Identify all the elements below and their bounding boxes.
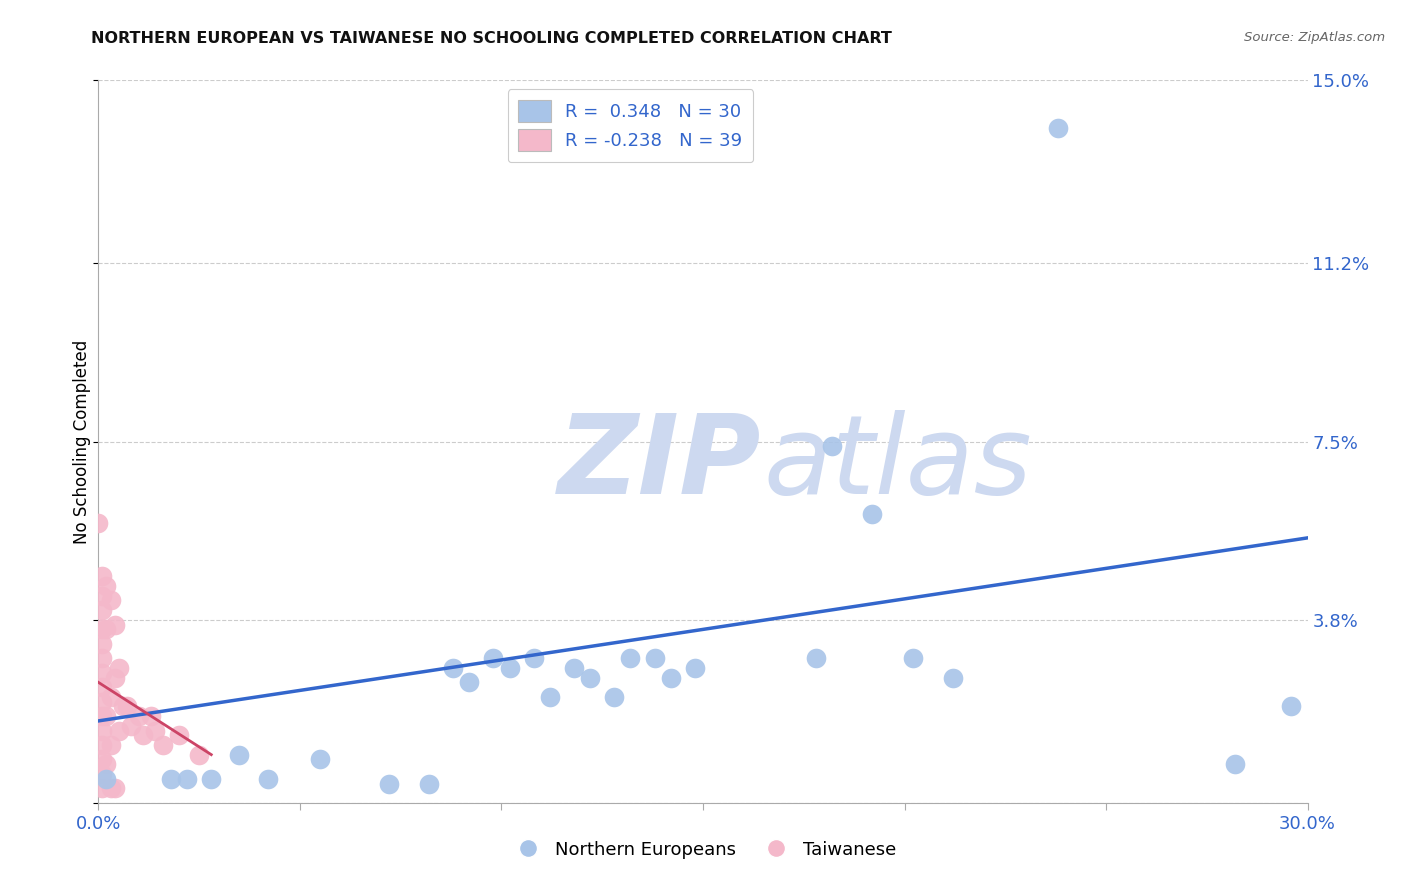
Point	[538, 690, 561, 704]
Point	[96, 579, 118, 593]
Point	[309, 752, 332, 766]
Point	[619, 651, 641, 665]
Legend: Northern Europeans, Taiwanese: Northern Europeans, Taiwanese	[503, 834, 903, 866]
Point	[160, 772, 183, 786]
Point	[441, 661, 464, 675]
Point	[91, 569, 114, 583]
Point	[115, 699, 138, 714]
Point	[143, 723, 166, 738]
Point	[1046, 121, 1069, 136]
Text: ZIP: ZIP	[558, 409, 762, 516]
Point	[901, 651, 924, 665]
Point	[482, 651, 505, 665]
Point	[128, 709, 150, 723]
Point	[498, 661, 520, 675]
Point	[683, 661, 706, 675]
Point	[87, 516, 110, 531]
Point	[96, 623, 118, 637]
Point	[603, 690, 626, 704]
Point	[100, 593, 122, 607]
Point	[91, 637, 114, 651]
Text: atlas: atlas	[763, 409, 1032, 516]
Point	[91, 623, 114, 637]
Point	[418, 776, 440, 790]
Point	[132, 728, 155, 742]
Point	[100, 738, 122, 752]
Point	[91, 781, 114, 796]
Point	[120, 719, 142, 733]
Point	[579, 671, 602, 685]
Point	[821, 439, 844, 453]
Point	[188, 747, 211, 762]
Point	[167, 728, 190, 742]
Y-axis label: No Schooling Completed: No Schooling Completed	[73, 340, 91, 543]
Point	[91, 752, 114, 766]
Point	[176, 772, 198, 786]
Point	[111, 699, 134, 714]
Point	[96, 772, 118, 786]
Point	[91, 603, 114, 617]
Point	[107, 723, 129, 738]
Point	[942, 671, 965, 685]
Point	[644, 651, 666, 665]
Point	[100, 690, 122, 704]
Point	[91, 767, 114, 781]
Point	[860, 507, 883, 521]
Point	[91, 709, 114, 723]
Point	[96, 757, 118, 772]
Point	[91, 651, 114, 665]
Text: NORTHERN EUROPEAN VS TAIWANESE NO SCHOOLING COMPLETED CORRELATION CHART: NORTHERN EUROPEAN VS TAIWANESE NO SCHOOL…	[91, 31, 893, 46]
Point	[228, 747, 250, 762]
Point	[91, 695, 114, 709]
Point	[100, 781, 122, 796]
Point	[523, 651, 546, 665]
Point	[96, 709, 118, 723]
Point	[91, 723, 114, 738]
Point	[91, 738, 114, 752]
Point	[139, 709, 162, 723]
Point	[152, 738, 174, 752]
Point	[103, 671, 125, 685]
Point	[103, 617, 125, 632]
Point	[1281, 699, 1303, 714]
Point	[562, 661, 585, 675]
Point	[1223, 757, 1246, 772]
Point	[377, 776, 399, 790]
Text: Source: ZipAtlas.com: Source: ZipAtlas.com	[1244, 31, 1385, 45]
Point	[103, 781, 125, 796]
Point	[91, 589, 114, 603]
Point	[107, 661, 129, 675]
Point	[256, 772, 278, 786]
Point	[91, 665, 114, 680]
Point	[804, 651, 827, 665]
Point	[458, 675, 481, 690]
Point	[659, 671, 682, 685]
Point	[91, 680, 114, 694]
Point	[200, 772, 222, 786]
